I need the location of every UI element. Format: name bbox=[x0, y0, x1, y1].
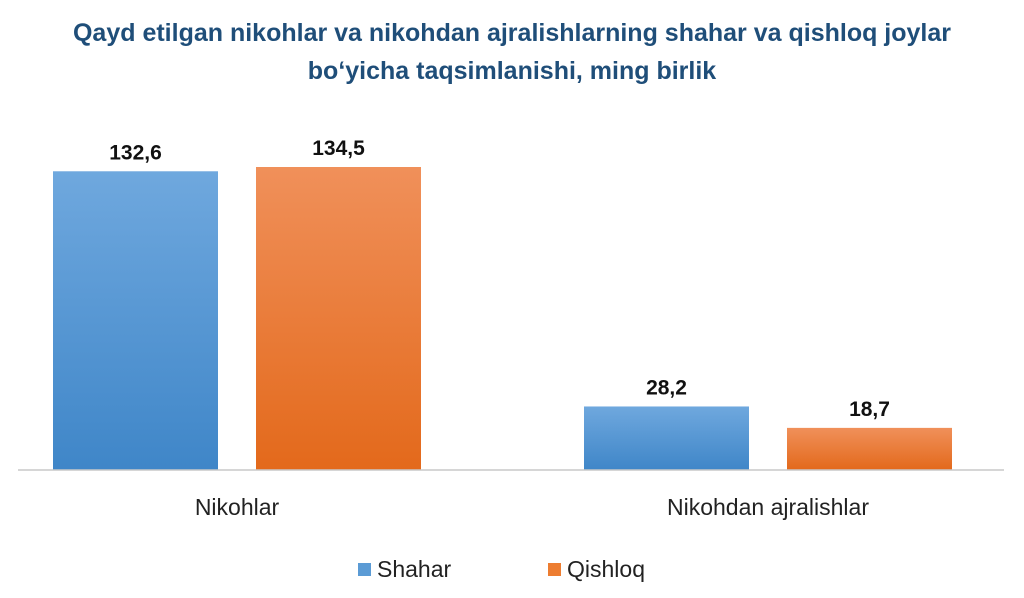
legend-label-shahar: Shahar bbox=[377, 556, 452, 582]
data-label-qishloq-2: 18,7 bbox=[849, 398, 890, 421]
legend: Shahar Qishloq bbox=[358, 556, 645, 582]
bar-qishloq-1 bbox=[256, 167, 421, 470]
labels-layer: 132,6 134,5 Nikohlar 28,2 18,7 Nikohdan ajral… bbox=[109, 137, 890, 520]
legend-label-qishloq: Qishloq bbox=[567, 556, 645, 582]
bars-layer bbox=[53, 167, 952, 470]
bar-qishloq-2 bbox=[787, 427, 952, 470]
legend-swatch-qishloq bbox=[548, 563, 561, 576]
data-label-qishloq-1: 134,5 bbox=[312, 137, 365, 160]
legend-swatch-shahar bbox=[358, 563, 371, 576]
bar-shahar-2 bbox=[584, 406, 749, 470]
chart-title-line-2: bo‘yicha taqsimlanishi, ming birlik bbox=[307, 57, 717, 85]
data-label-shahar-2: 28,2 bbox=[646, 376, 687, 399]
bar-shahar-1 bbox=[53, 171, 218, 470]
category-label-2: Nikohdan ajralishlar bbox=[667, 494, 869, 520]
data-label-shahar-1: 132,6 bbox=[109, 141, 162, 164]
chart-title: Qayd etilgan nikohlar va nikohdan ajrali… bbox=[0, 14, 1024, 90]
chart-title-line-1: Qayd etilgan nikohlar va nikohdan ajrali… bbox=[72, 19, 951, 47]
category-label-1: Nikohlar bbox=[195, 494, 280, 520]
